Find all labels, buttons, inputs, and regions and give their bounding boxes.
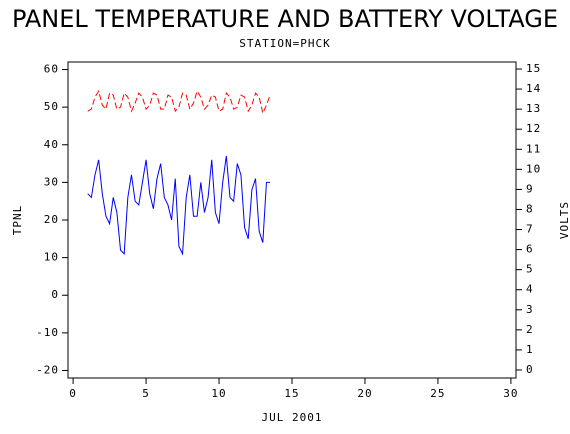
y-tick-label: -20 [36, 363, 59, 376]
y2-axis-label: VOLTS [558, 201, 570, 239]
y2-tick-label: 15 [526, 62, 541, 75]
y2-tick-label: 5 [526, 263, 534, 276]
data-line [87, 89, 271, 115]
y2-tick-label: 2 [526, 323, 534, 336]
y2-tick-label: 13 [526, 102, 541, 115]
y-tick-label: 50 [44, 100, 59, 113]
y-tick-label: 30 [44, 175, 59, 188]
y-tick-label: 20 [44, 213, 59, 226]
x-tick-label: 15 [284, 387, 299, 400]
y2-tick-label: 7 [526, 223, 534, 236]
x-tick-label: 0 [69, 387, 77, 400]
data-line [87, 155, 271, 256]
x-tick-label: 10 [211, 387, 226, 400]
y-tick-label: 40 [44, 138, 59, 151]
y-tick-label: 60 [44, 63, 59, 76]
y2-tick-label: 14 [526, 82, 541, 95]
x-tick-label: 25 [430, 387, 445, 400]
y2-tick-label: 9 [526, 182, 534, 195]
y2-tick-label: 1 [526, 343, 534, 356]
y2-tick-label: 8 [526, 202, 534, 215]
y2-tick-label: 12 [526, 122, 541, 135]
x-tick-label: 20 [357, 387, 372, 400]
x-tick-label: 5 [142, 387, 150, 400]
y2-tick-label: 3 [526, 303, 534, 316]
y-tick-label: 10 [44, 251, 59, 264]
y-tick-label: 0 [51, 288, 59, 301]
y2-tick-label: 6 [526, 243, 534, 256]
chart-subtitle: STATION=PHCK [239, 37, 330, 50]
plot-frame [67, 61, 517, 379]
y2-tick-label: 4 [526, 283, 534, 296]
x-tick-label: 30 [503, 387, 518, 400]
y2-tick-label: 11 [526, 142, 541, 155]
x-axis-label: JUL 2001 [262, 411, 323, 424]
y-axis-label: TPNL [11, 205, 24, 236]
y2-tick-label: 0 [526, 363, 534, 376]
y2-tick-label: 10 [526, 162, 541, 175]
chart-title: PANEL TEMPERATURE AND BATTERY VOLTAGE [12, 5, 558, 33]
y-tick-label: -10 [36, 326, 59, 339]
